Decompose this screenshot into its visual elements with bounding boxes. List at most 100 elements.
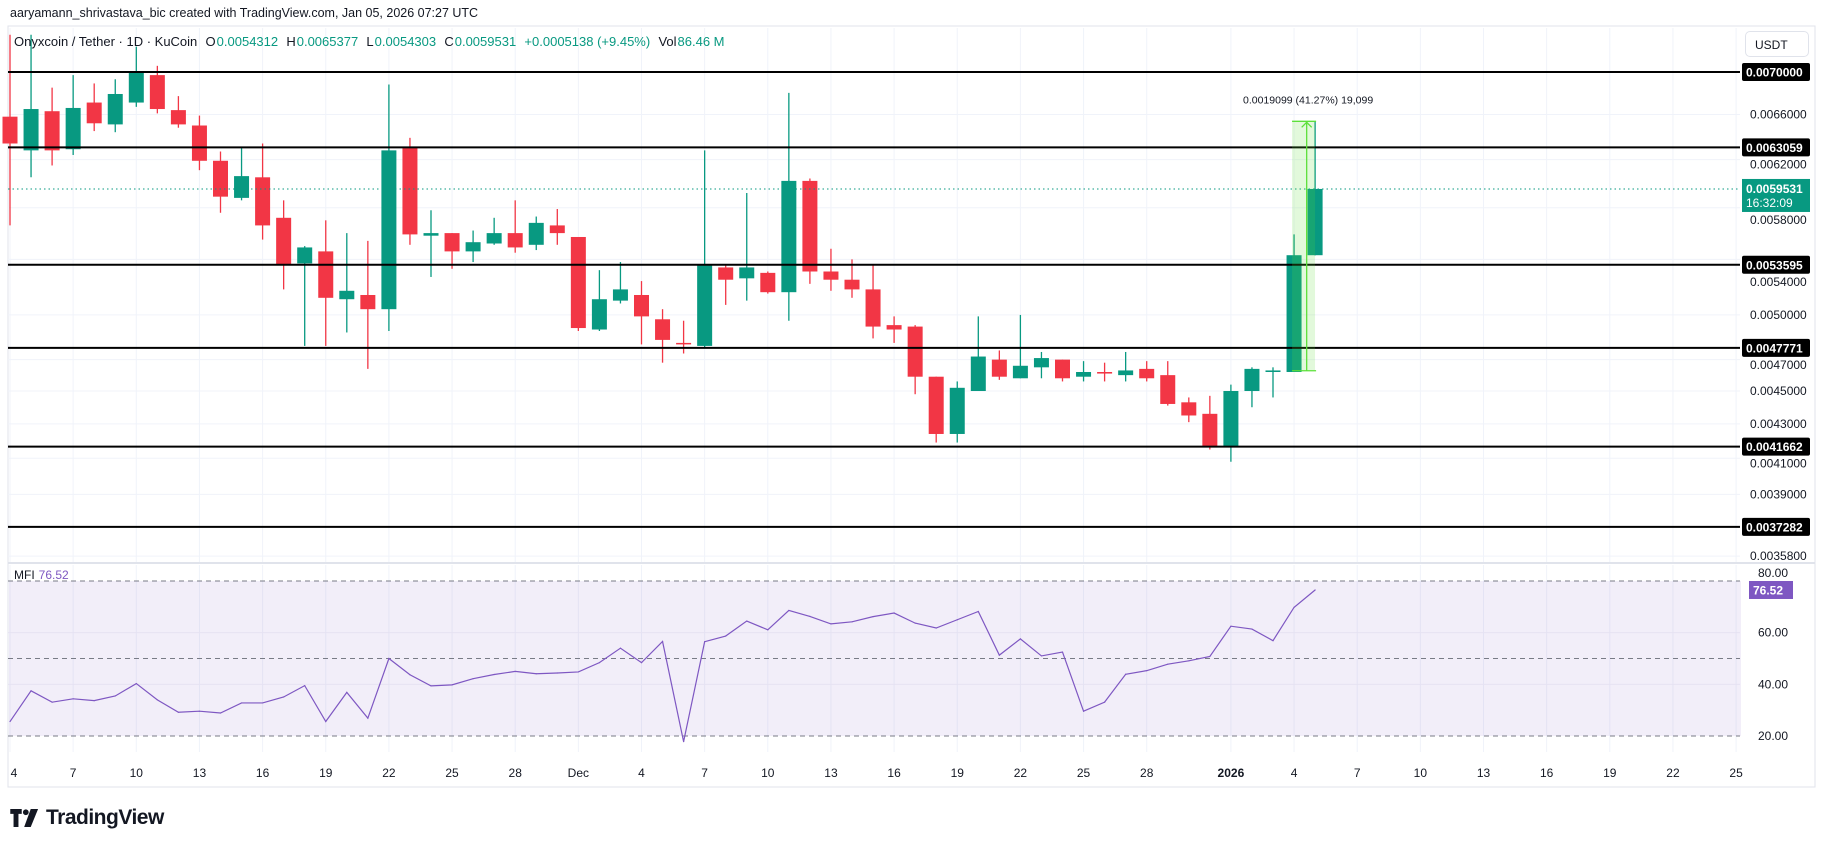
mfi-tick-label: 80.00 xyxy=(1758,566,1788,580)
mfi-point xyxy=(914,622,916,624)
time-tick-label: 25 xyxy=(445,766,459,780)
time-tick-label: 4 xyxy=(11,766,18,780)
chart-border xyxy=(7,25,1816,788)
high-label: H xyxy=(286,34,296,49)
currency-button[interactable]: USDT xyxy=(1745,31,1809,57)
candle-up xyxy=(1076,372,1092,377)
mfi-point xyxy=(1104,701,1106,703)
mfi-point xyxy=(1293,606,1295,608)
candle-down xyxy=(318,251,334,298)
candle-up xyxy=(423,233,439,236)
candle-up xyxy=(128,72,144,103)
mfi-point xyxy=(893,612,895,614)
tradingview-logo[interactable]: TradingView xyxy=(10,806,164,830)
mfi-value-badge-label: 76.52 xyxy=(1753,583,1783,597)
mfi-point xyxy=(388,657,390,660)
candle-down xyxy=(718,267,734,280)
mfi-point xyxy=(1125,673,1127,675)
candle-down xyxy=(1097,372,1113,374)
current-price-label: 0.0059531 xyxy=(1746,182,1803,196)
mfi-point xyxy=(1019,638,1022,640)
mfi-point xyxy=(704,641,706,643)
time-tick-label: Dec xyxy=(568,766,589,780)
measure-label: 0.0019099 (41.27%) 19,099 xyxy=(1243,94,1373,106)
candle-up xyxy=(465,242,481,252)
mfi-point xyxy=(156,699,158,701)
mfi-point xyxy=(177,711,179,713)
candle-up xyxy=(339,290,355,300)
symbol-legend: Onyxcoin / Tether · 1D · KuCoin O0.00543… xyxy=(14,34,726,49)
time-tick-label: 19 xyxy=(1603,766,1617,780)
candle-up xyxy=(1223,391,1239,446)
symbol-title[interactable]: Onyxcoin / Tether · 1D · KuCoin xyxy=(14,34,198,49)
price-tick-label: 0.0047000 xyxy=(1750,358,1807,372)
mfi-legend[interactable]: MFI 76.52 xyxy=(14,568,69,582)
price-tick-label: 0.0045000 xyxy=(1750,384,1807,398)
mfi-point xyxy=(1209,655,1211,658)
candle-down xyxy=(655,319,671,340)
mfi-point xyxy=(619,647,622,649)
candle-down xyxy=(676,342,692,345)
candle-down xyxy=(213,160,228,197)
candle-down xyxy=(170,110,186,125)
level-price-label: 0.0037282 xyxy=(1746,520,1803,534)
mfi-point xyxy=(1188,660,1190,662)
candle-up xyxy=(528,222,544,245)
mfi-tick-label: 60.00 xyxy=(1758,626,1788,640)
mfi-point xyxy=(872,616,874,618)
mfi-point xyxy=(998,654,1000,656)
price-tick-label: 0.0050000 xyxy=(1750,308,1807,322)
low-value: 0.0054303 xyxy=(374,34,437,49)
mfi-point xyxy=(830,623,832,625)
level-price-badge xyxy=(1742,338,1810,357)
candle-up xyxy=(23,109,39,151)
price-axis: 0.0066000 0.0062000 0.0058000 0.0054000 0.00… xyxy=(1742,63,1810,563)
time-tick-label: 7 xyxy=(701,766,708,780)
level-price-badge xyxy=(1742,437,1810,456)
price-tick-label: 0.0066000 xyxy=(1750,107,1807,121)
mfi-point xyxy=(1082,710,1085,712)
time-tick-label: 16 xyxy=(1540,766,1554,780)
time-tick-label: 7 xyxy=(70,766,77,780)
horizontal-levels xyxy=(8,71,1740,528)
candle-up xyxy=(970,356,986,392)
mfi-point xyxy=(1146,670,1148,672)
price-tick-label: 0.0043000 xyxy=(1750,417,1807,431)
time-tick-label: 7 xyxy=(1354,766,1361,780)
high-value: 0.0065377 xyxy=(296,34,359,49)
time-tick-label: 22 xyxy=(382,766,396,780)
candle-down xyxy=(191,125,207,161)
mfi-point xyxy=(725,635,727,637)
mfi-point xyxy=(535,673,537,675)
candles xyxy=(2,34,1323,462)
candle-up xyxy=(697,264,713,346)
mfi-point xyxy=(661,640,664,643)
mfi-point xyxy=(135,682,137,685)
level-price-label: 0.0070000 xyxy=(1746,66,1803,80)
open-value: 0.0054312 xyxy=(216,34,279,49)
time-tick-label: 13 xyxy=(824,766,838,780)
level-price-label: 0.0047771 xyxy=(1746,341,1803,355)
candle-up xyxy=(1012,365,1028,379)
candle-down xyxy=(549,225,565,234)
candle-down xyxy=(86,102,102,124)
candle-up xyxy=(591,299,607,330)
candle-down xyxy=(760,272,776,293)
candle-up xyxy=(612,289,628,301)
candle-up xyxy=(1307,188,1323,256)
mfi-pane: 80.00 60.00 40.00 20.00 76.52 xyxy=(8,566,1793,743)
mfi-point xyxy=(283,696,285,698)
mfi-point xyxy=(1251,628,1253,630)
level-price-badge xyxy=(1742,517,1810,536)
candle-up xyxy=(381,150,397,310)
price-range-measure: 0.0019099 (41.27%) 19,099 xyxy=(1243,94,1373,372)
candle-up xyxy=(486,233,502,244)
mfi-point xyxy=(809,615,811,617)
price-tick-label: 0.0035800 xyxy=(1750,549,1807,563)
mfi-value: 76.52 xyxy=(38,568,69,582)
open-label: O xyxy=(205,34,216,49)
level-price-badge xyxy=(1742,138,1810,157)
candle-down xyxy=(444,233,460,252)
candle-down xyxy=(823,271,839,280)
